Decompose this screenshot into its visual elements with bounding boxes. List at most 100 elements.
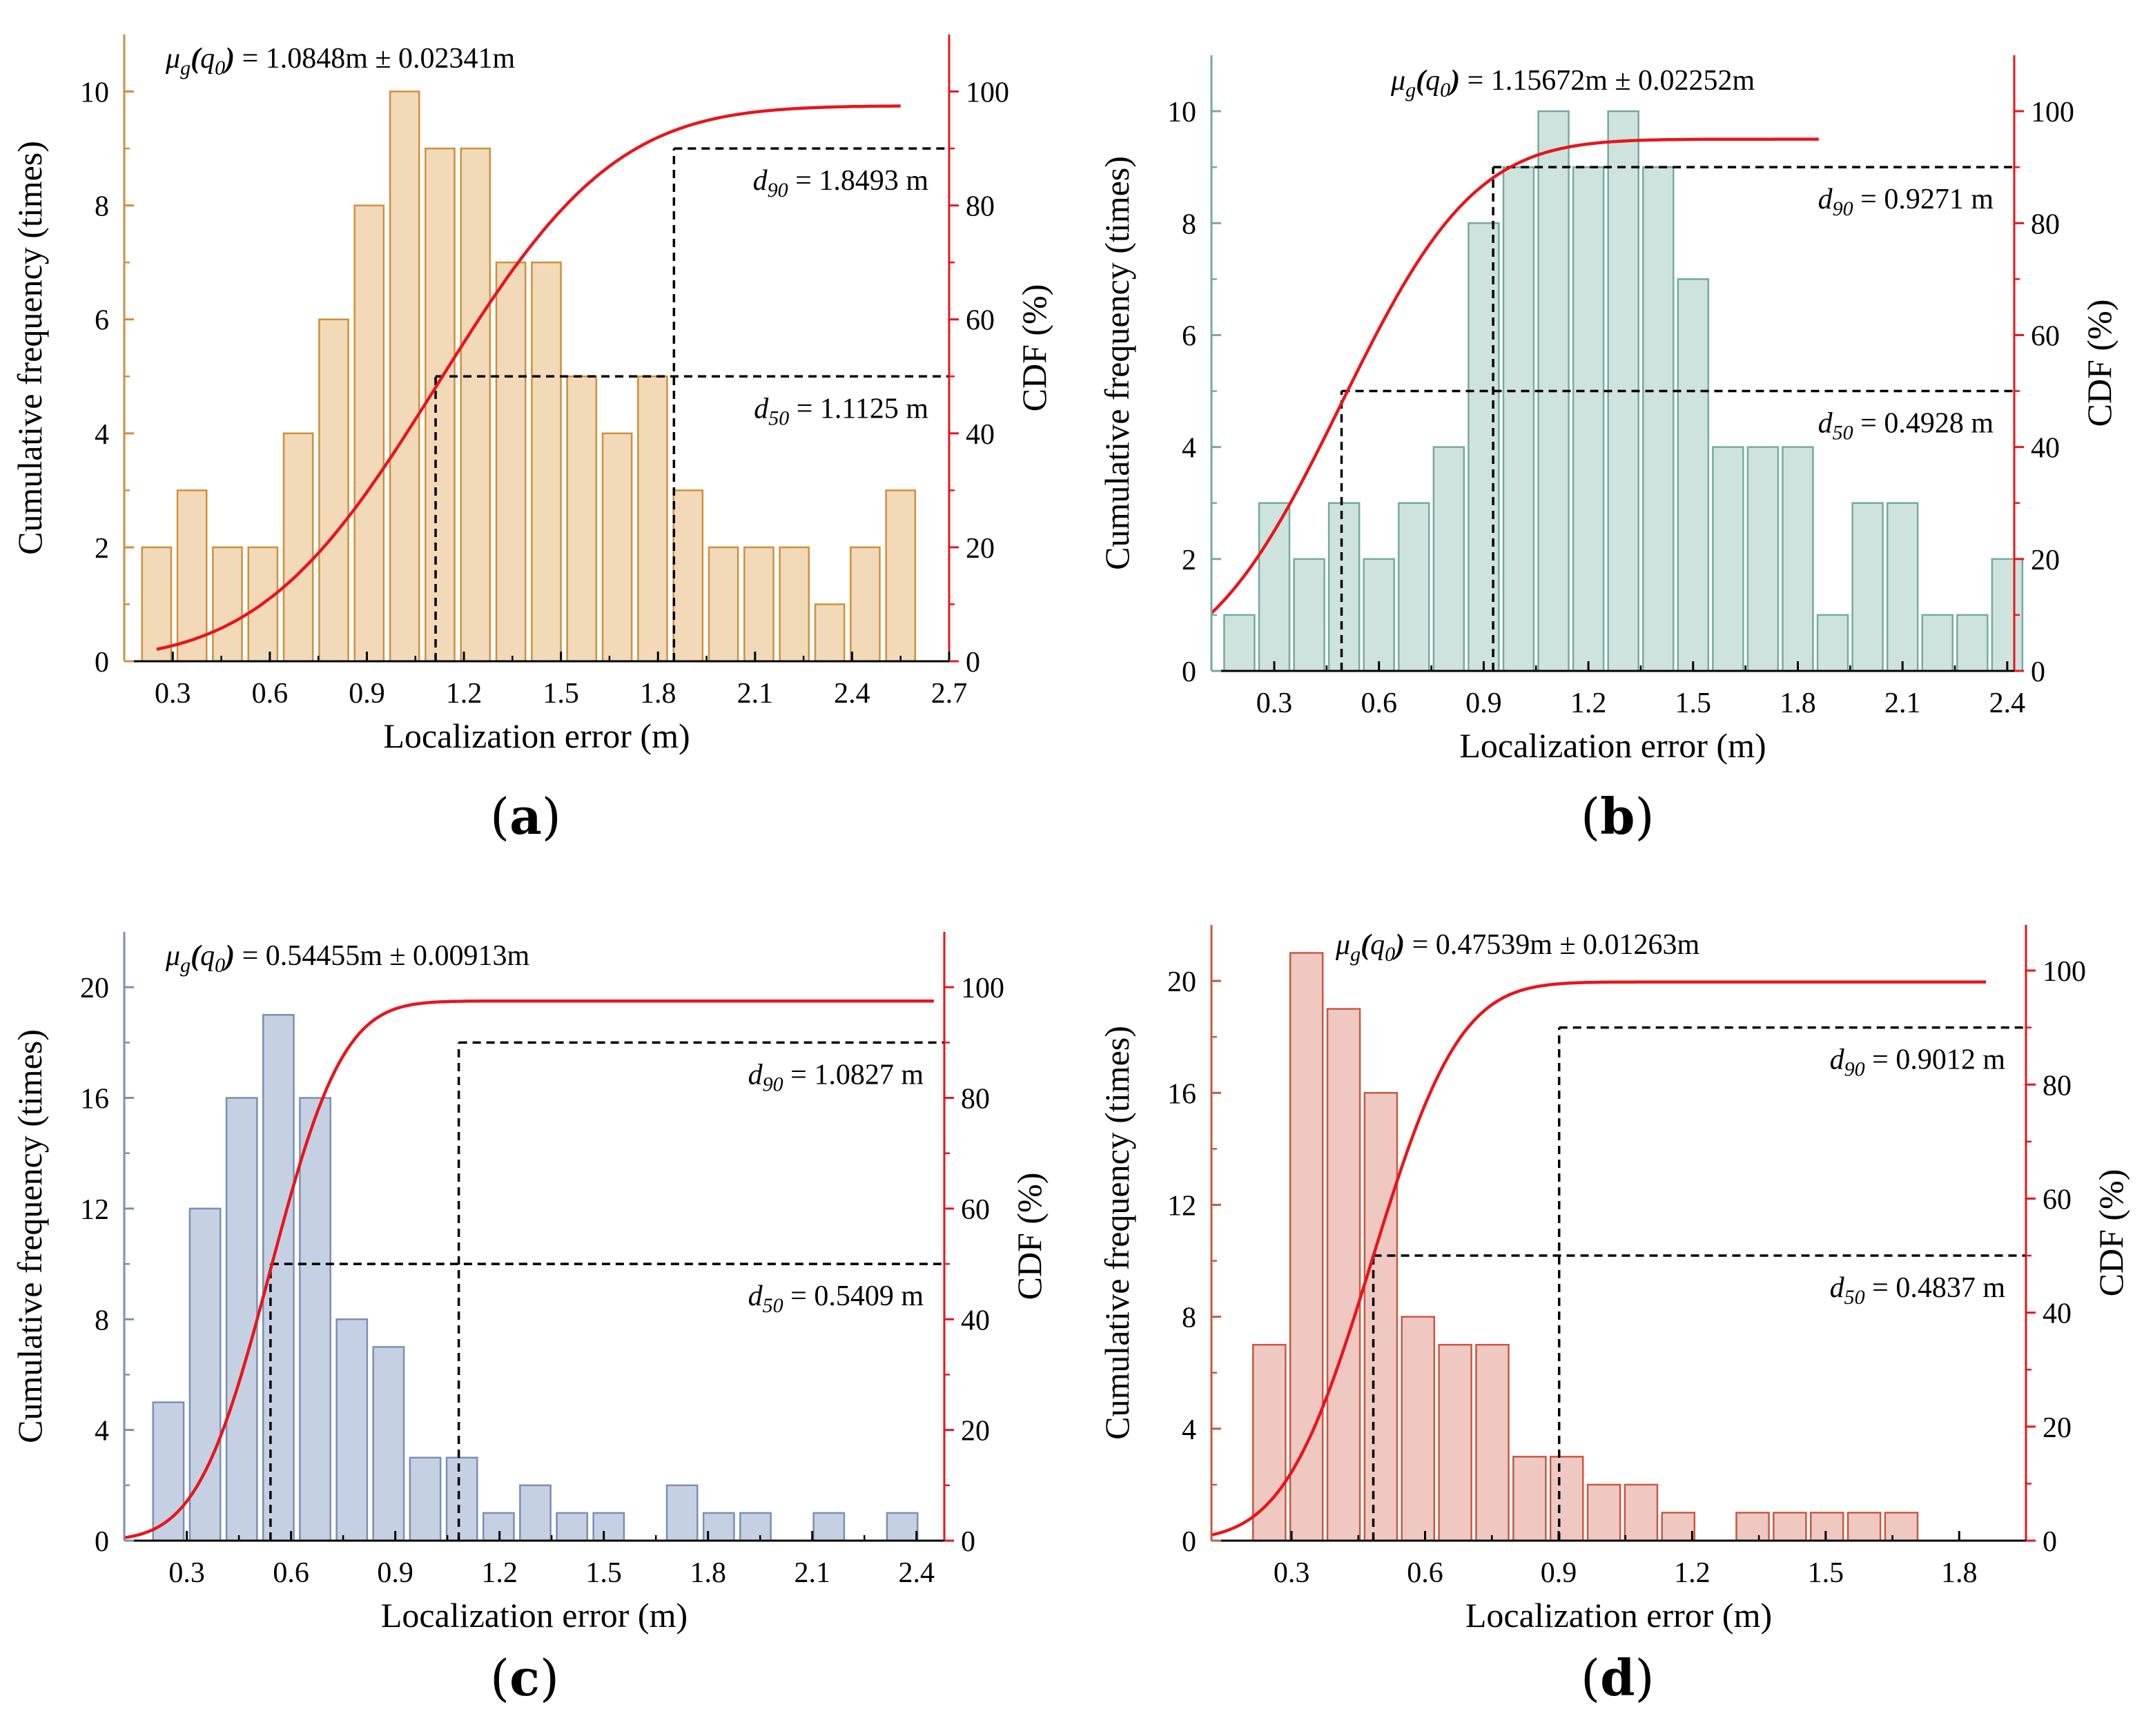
y-tick-label: 0 bbox=[1182, 656, 1196, 688]
bar bbox=[1886, 502, 1919, 672]
chart-panel-a: 0.3 0.6 0.9 1.2 1.5 1.8 2.1 2.4 2.70246810020406… bbox=[10, 35, 1053, 755]
y2-tick-label: 80 bbox=[2043, 1070, 2072, 1102]
y2-tick-label: 60 bbox=[2031, 320, 2060, 352]
bar bbox=[335, 1318, 369, 1542]
y-axis-label: Cumulative frequency (times) bbox=[10, 141, 49, 555]
bar bbox=[1502, 166, 1535, 672]
y2-tick-label: 60 bbox=[966, 305, 995, 337]
bar bbox=[1884, 1512, 1919, 1542]
bar bbox=[282, 432, 314, 663]
x-tick-label: 0.6 bbox=[1407, 1557, 1443, 1589]
bar bbox=[601, 432, 633, 663]
y-tick-label: 0 bbox=[1182, 1526, 1196, 1558]
d90-annotation: d90 = 1.8493 m bbox=[753, 165, 929, 202]
y2-tick-label: 60 bbox=[2043, 1184, 2072, 1216]
panel-label-a: (a) bbox=[490, 787, 561, 846]
bar bbox=[1773, 1512, 1807, 1542]
bar bbox=[1438, 1343, 1472, 1542]
y2-tick-label: 100 bbox=[966, 77, 1009, 109]
bar bbox=[1549, 1456, 1584, 1542]
y-axis-label: Cumulative frequency (times) bbox=[1098, 1026, 1136, 1440]
bar bbox=[1363, 558, 1395, 672]
panel-label-b: (b) bbox=[1581, 787, 1655, 846]
bar bbox=[445, 1456, 478, 1542]
y-tick-label: 8 bbox=[1182, 208, 1196, 240]
d90-annotation: d90 = 0.9012 m bbox=[1830, 1044, 2006, 1081]
x-tick-label: 2.4 bbox=[834, 678, 870, 710]
y2-tick-label: 0 bbox=[961, 1526, 975, 1558]
y2-tick-label: 0 bbox=[2031, 656, 2045, 688]
y-tick-label: 12 bbox=[1167, 1190, 1196, 1222]
x-tick-label: 2.4 bbox=[898, 1557, 935, 1589]
y-tick-label: 12 bbox=[80, 1194, 109, 1226]
bar bbox=[1401, 1316, 1436, 1542]
x-tick-label: 2.4 bbox=[1989, 687, 2026, 719]
chart-panel-d: 0.3 0.6 0.9 1.2 1.5 1.8 0 4 8 12 16 20 0 20 40 60 80 100 L… bbox=[1098, 925, 2130, 1635]
bar bbox=[637, 376, 668, 663]
bar bbox=[1677, 278, 1710, 672]
bar bbox=[556, 1512, 589, 1542]
y-tick-label: 16 bbox=[80, 1084, 109, 1115]
bar bbox=[1846, 1512, 1882, 1542]
chart-panel-c: 0.3 0.6 0.9 1.2 1.5 1.8 2.1 2.4 0 4 8 12 16 20 0 20 40 60… bbox=[10, 932, 1049, 1635]
x-tick-label: 1.5 bbox=[1808, 1557, 1844, 1589]
bar bbox=[1816, 614, 1849, 672]
y2-axis-label: CDF (%) bbox=[2080, 300, 2118, 427]
y2-tick-label: 80 bbox=[961, 1084, 990, 1115]
bar bbox=[739, 1512, 772, 1542]
d90-annotation: d90 = 0.9271 m bbox=[1818, 184, 1994, 220]
bar bbox=[665, 1484, 699, 1542]
bar bbox=[409, 1456, 442, 1542]
x-axis-label: Localization error (m) bbox=[1465, 1596, 1772, 1635]
chart-panel-b: 0.3 0.6 0.9 1.2 1.5 1.8 2.1 2.40246810020406080… bbox=[1098, 55, 2118, 765]
bar bbox=[1512, 1456, 1547, 1542]
y-tick-label: 4 bbox=[1182, 1414, 1196, 1446]
y-tick-label: 6 bbox=[95, 305, 109, 337]
cdf-curve bbox=[1210, 137, 1819, 614]
bar bbox=[141, 546, 173, 663]
bar bbox=[425, 147, 456, 663]
bar bbox=[592, 1512, 625, 1542]
y-axis-label: Cumulative frequency (times) bbox=[1098, 156, 1136, 570]
bar bbox=[212, 546, 243, 663]
x-tick-label: 2.1 bbox=[794, 1557, 830, 1589]
y-tick-label: 20 bbox=[80, 973, 109, 1004]
bar bbox=[886, 1512, 919, 1542]
y2-tick-label: 100 bbox=[961, 973, 1004, 1004]
cdf-curve bbox=[124, 999, 934, 1539]
bar bbox=[1809, 1512, 1844, 1542]
x-tick-label: 2.7 bbox=[931, 678, 968, 710]
x-tick-label: 0.3 bbox=[155, 678, 191, 710]
y2-tick-label: 20 bbox=[966, 533, 995, 565]
bar bbox=[850, 546, 881, 663]
x-axis-label: Localization error (m) bbox=[381, 1596, 688, 1635]
bar bbox=[1223, 614, 1256, 672]
bar bbox=[225, 1097, 258, 1542]
bar bbox=[372, 1346, 405, 1542]
mean-annotation: μg(q0) = 0.47539m ± 0.01263m bbox=[1335, 929, 1700, 966]
bar bbox=[1586, 1483, 1621, 1542]
y2-tick-label: 100 bbox=[2031, 97, 2074, 128]
bar bbox=[519, 1484, 552, 1542]
x-tick-label: 0.6 bbox=[273, 1557, 309, 1589]
bar bbox=[1363, 1092, 1399, 1542]
x-tick-label: 1.8 bbox=[1780, 687, 1816, 719]
bar bbox=[152, 1401, 185, 1542]
bar bbox=[389, 90, 420, 663]
bar bbox=[1641, 166, 1675, 672]
y2-axis-label: CDF (%) bbox=[1010, 1173, 1049, 1300]
bar bbox=[708, 546, 739, 663]
y-tick-label: 16 bbox=[1167, 1078, 1196, 1110]
y2-axis-label: CDF (%) bbox=[1015, 284, 1053, 412]
bar bbox=[1624, 1483, 1659, 1542]
y2-tick-label: 80 bbox=[966, 191, 995, 223]
bar bbox=[1851, 502, 1884, 672]
x-tick-label: 1.2 bbox=[481, 1557, 518, 1589]
bar bbox=[299, 1097, 331, 1542]
y2-tick-label: 40 bbox=[2031, 433, 2060, 465]
x-tick-label: 0.9 bbox=[1465, 687, 1502, 719]
bar bbox=[1661, 1512, 1696, 1542]
bar bbox=[1921, 614, 1954, 672]
x-tick-label: 2.1 bbox=[1884, 687, 1921, 719]
x-tick-label: 0.6 bbox=[1361, 687, 1397, 719]
